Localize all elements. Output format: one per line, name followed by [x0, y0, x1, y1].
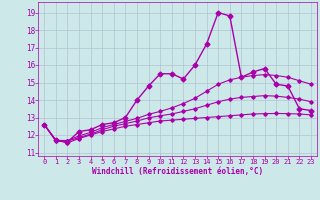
X-axis label: Windchill (Refroidissement éolien,°C): Windchill (Refroidissement éolien,°C): [92, 167, 263, 176]
